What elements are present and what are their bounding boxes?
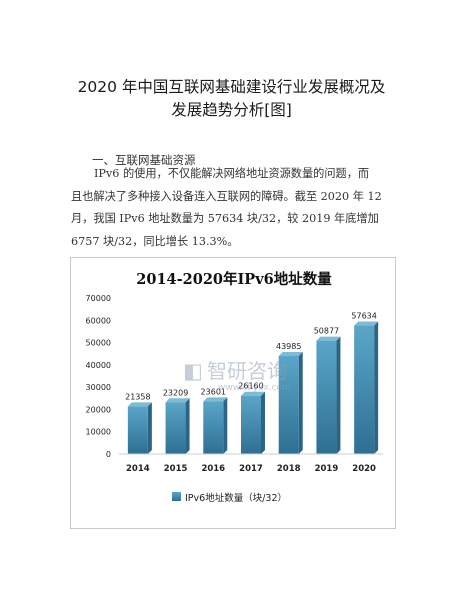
bar-top — [241, 391, 265, 396]
data-label: 21358 — [125, 392, 150, 401]
bar-chart: 2014-2020年IPv6地址数量 0 10000 20000 30000 40000… — [86, 270, 383, 504]
x-tick-label: 2014 — [126, 464, 150, 474]
chart-frame: 2014-2020年IPv6地址数量 0 10000 20000 30000 40000… — [70, 257, 396, 529]
bar-top — [278, 351, 303, 356]
y-tick-label: 20000 — [86, 405, 111, 414]
data-label: 26160 — [238, 382, 263, 391]
y-axis: 0 10000 20000 30000 40000 50000 60000 70000 — [86, 294, 111, 459]
bar-top — [354, 321, 379, 326]
legend-swatch — [172, 492, 181, 501]
x-tick-label: 2017 — [239, 464, 263, 474]
y-tick-label: 50000 — [86, 339, 111, 348]
y-tick-label: 60000 — [86, 316, 111, 325]
data-label: 23601 — [201, 387, 226, 396]
bar — [241, 395, 261, 454]
x-tick-label: 2016 — [201, 464, 225, 474]
legend: IPv6地址数量（块/32） — [172, 492, 287, 504]
chart-title: 2014-2020年IPv6地址数量 — [136, 270, 332, 288]
bar-top — [127, 402, 152, 407]
bar — [165, 402, 186, 454]
y-tick-label: 40000 — [86, 361, 111, 370]
y-tick-label: 30000 — [86, 383, 111, 392]
data-label: 50877 — [314, 327, 339, 336]
bar — [278, 355, 299, 454]
bar-side — [374, 321, 379, 454]
page-title-line-2: 发展趋势分析[图] — [171, 101, 292, 119]
paragraph-line-3: 月，我国 IPv6 地址数量为 57634 块/32，较 2019 年底增加 — [71, 212, 379, 225]
bar — [203, 401, 224, 454]
watermark-text: 智研咨询 — [207, 359, 287, 383]
bar — [316, 340, 337, 454]
x-tick-label: 2018 — [277, 464, 301, 474]
data-label: 57634 — [351, 312, 376, 321]
y-tick-label: 10000 — [86, 428, 111, 437]
x-tick-label: 2019 — [315, 464, 339, 474]
bar-side — [298, 351, 303, 454]
bar-side — [336, 336, 341, 454]
x-tick-label: 2020 — [352, 464, 376, 474]
watermark-subtext: www.chyxx.com — [218, 383, 291, 393]
watermark: ◧ 智研咨询 www.chyxx.com — [183, 359, 291, 393]
legend-label: IPv6地址数量（块/32） — [185, 492, 287, 504]
body-paragraph: IPv6 的使用，不仅能解决网络地址资源数量的问题，而 且也解决了多种接入设备连… — [71, 163, 393, 253]
bar — [127, 406, 148, 454]
page-title: 2020 年中国互联网基础建设行业发展概况及 发展趋势分析[图] — [0, 76, 463, 122]
bar-top — [316, 336, 341, 341]
y-tick-label: 70000 — [86, 294, 111, 303]
bar-top — [165, 398, 190, 403]
bar — [354, 325, 375, 454]
paragraph-line-2: 且也解决了多种接入设备连入互联网的障碍。截至 2020 年 12 — [71, 189, 382, 203]
data-label: 23209 — [163, 388, 188, 397]
paragraph-line-4: 6757 块/32，同比增长 13.3%。 — [71, 234, 239, 248]
section-heading: 一、互联网基础资源 — [92, 153, 196, 167]
bar-side — [261, 391, 265, 454]
bar-side — [185, 398, 190, 454]
bar-side — [223, 397, 228, 454]
watermark-logo-icon: ◧ — [183, 359, 203, 383]
bar-side — [147, 402, 152, 454]
paragraph-line-1: IPv6 的使用，不仅能解决网络地址资源数量的问题，而 — [94, 167, 370, 180]
y-tick-label: 0 — [106, 450, 111, 459]
x-axis: 2014 2015 2016 2017 2018 2019 2020 — [119, 453, 383, 474]
bar-top — [203, 397, 228, 402]
x-tick-label: 2015 — [164, 464, 188, 474]
data-label: 43985 — [276, 342, 301, 351]
page-title-line-1: 2020 年中国互联网基础建设行业发展概况及 — [77, 78, 386, 96]
bars — [127, 321, 379, 454]
data-labels: 21358 23209 23601 26160 43985 50877 57634 — [125, 312, 377, 402]
